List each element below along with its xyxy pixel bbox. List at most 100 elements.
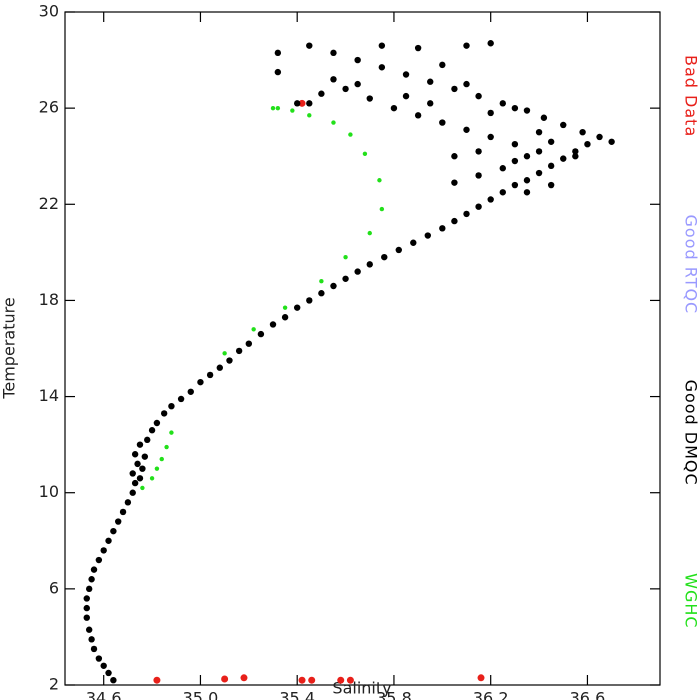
data-point: [159, 456, 164, 462]
data-point: [346, 676, 354, 684]
data-point: [115, 518, 122, 525]
data-point: [560, 155, 567, 162]
data-point: [222, 351, 227, 356]
data-point: [88, 636, 95, 643]
x-tick-label: 35.0: [183, 689, 219, 700]
data-point: [424, 232, 432, 239]
data-point: [342, 85, 349, 93]
data-point: [439, 225, 446, 232]
data-point: [523, 177, 531, 184]
data-point: [141, 453, 149, 460]
data-point: [330, 282, 337, 290]
data-point: [439, 61, 446, 69]
data-point: [337, 676, 345, 684]
data-point: [131, 479, 139, 487]
data-point: [342, 275, 349, 282]
data-point: [197, 378, 204, 386]
data-point: [235, 347, 243, 355]
data-point: [308, 676, 316, 684]
data-point: [381, 253, 388, 261]
data-point: [572, 153, 579, 160]
data-point: [319, 279, 324, 284]
data-point: [354, 56, 361, 64]
y-tick-label: 30: [39, 2, 59, 21]
data-point: [187, 388, 194, 395]
data-point: [487, 196, 494, 203]
y-tick-label: 26: [39, 98, 59, 117]
data-point: [366, 95, 373, 102]
data-point: [129, 489, 136, 496]
data-point: [596, 133, 603, 141]
y-axis-label: Temperature: [0, 297, 19, 399]
data-point: [85, 626, 93, 633]
data-point: [293, 100, 301, 107]
legend-entry: Bad Data: [682, 55, 700, 137]
data-point: [281, 314, 289, 321]
data-point: [499, 189, 506, 196]
data-point: [379, 206, 385, 212]
data-point: [410, 239, 417, 246]
data-point: [136, 441, 144, 448]
data-point: [290, 108, 295, 113]
data-point: [547, 162, 555, 170]
data-point: [362, 151, 368, 157]
y-tick-label: 18: [39, 290, 59, 309]
data-point: [378, 42, 386, 49]
data-point: [377, 178, 382, 183]
x-tick-label: 35.4: [279, 689, 315, 700]
data-point: [83, 614, 90, 621]
data-point: [475, 203, 482, 210]
data-point: [451, 179, 458, 186]
data-point: [129, 470, 136, 477]
data-point: [366, 261, 373, 268]
data-point: [139, 465, 146, 472]
data-point: [257, 330, 265, 338]
data-point: [275, 105, 281, 111]
data-point: [282, 305, 288, 310]
data-point: [177, 395, 185, 403]
data-point: [608, 138, 615, 145]
data-point: [153, 419, 161, 427]
data-point: [306, 42, 313, 49]
data-point: [584, 140, 591, 148]
data-point: [88, 576, 95, 583]
data-point: [240, 674, 248, 682]
data-point: [90, 645, 98, 653]
x-tick-label: 36.6: [570, 689, 606, 700]
data-point: [354, 80, 361, 88]
data-point: [306, 100, 313, 107]
data-point: [160, 410, 168, 417]
x-axis-label: Salinity: [332, 679, 391, 698]
plot-frame: [64, 11, 661, 686]
data-point: [535, 128, 543, 136]
y-tick-label: 10: [39, 482, 59, 501]
data-point: [134, 460, 141, 468]
data-point: [144, 436, 151, 444]
data-point: [124, 499, 132, 506]
data-point: [226, 357, 233, 364]
x-tick-label: 34.6: [86, 689, 122, 700]
data-point: [168, 402, 175, 410]
data-point: [523, 189, 531, 196]
data-point: [131, 451, 139, 458]
data-point: [221, 675, 229, 683]
data-point: [148, 427, 156, 434]
data-point: [475, 92, 482, 100]
data-point: [348, 132, 353, 137]
data-point: [90, 566, 98, 573]
data-point: [153, 676, 161, 684]
data-point: [154, 466, 160, 471]
data-point: [354, 268, 361, 275]
data-point: [523, 153, 531, 160]
data-point: [149, 476, 155, 481]
data-point: [110, 676, 117, 684]
data-point: [95, 655, 103, 662]
data-point: [463, 42, 470, 49]
data-point: [216, 364, 223, 371]
data-point: [535, 169, 543, 177]
data-point: [251, 327, 256, 332]
data-point: [414, 44, 422, 52]
data-point: [427, 78, 434, 85]
data-point: [318, 90, 325, 97]
